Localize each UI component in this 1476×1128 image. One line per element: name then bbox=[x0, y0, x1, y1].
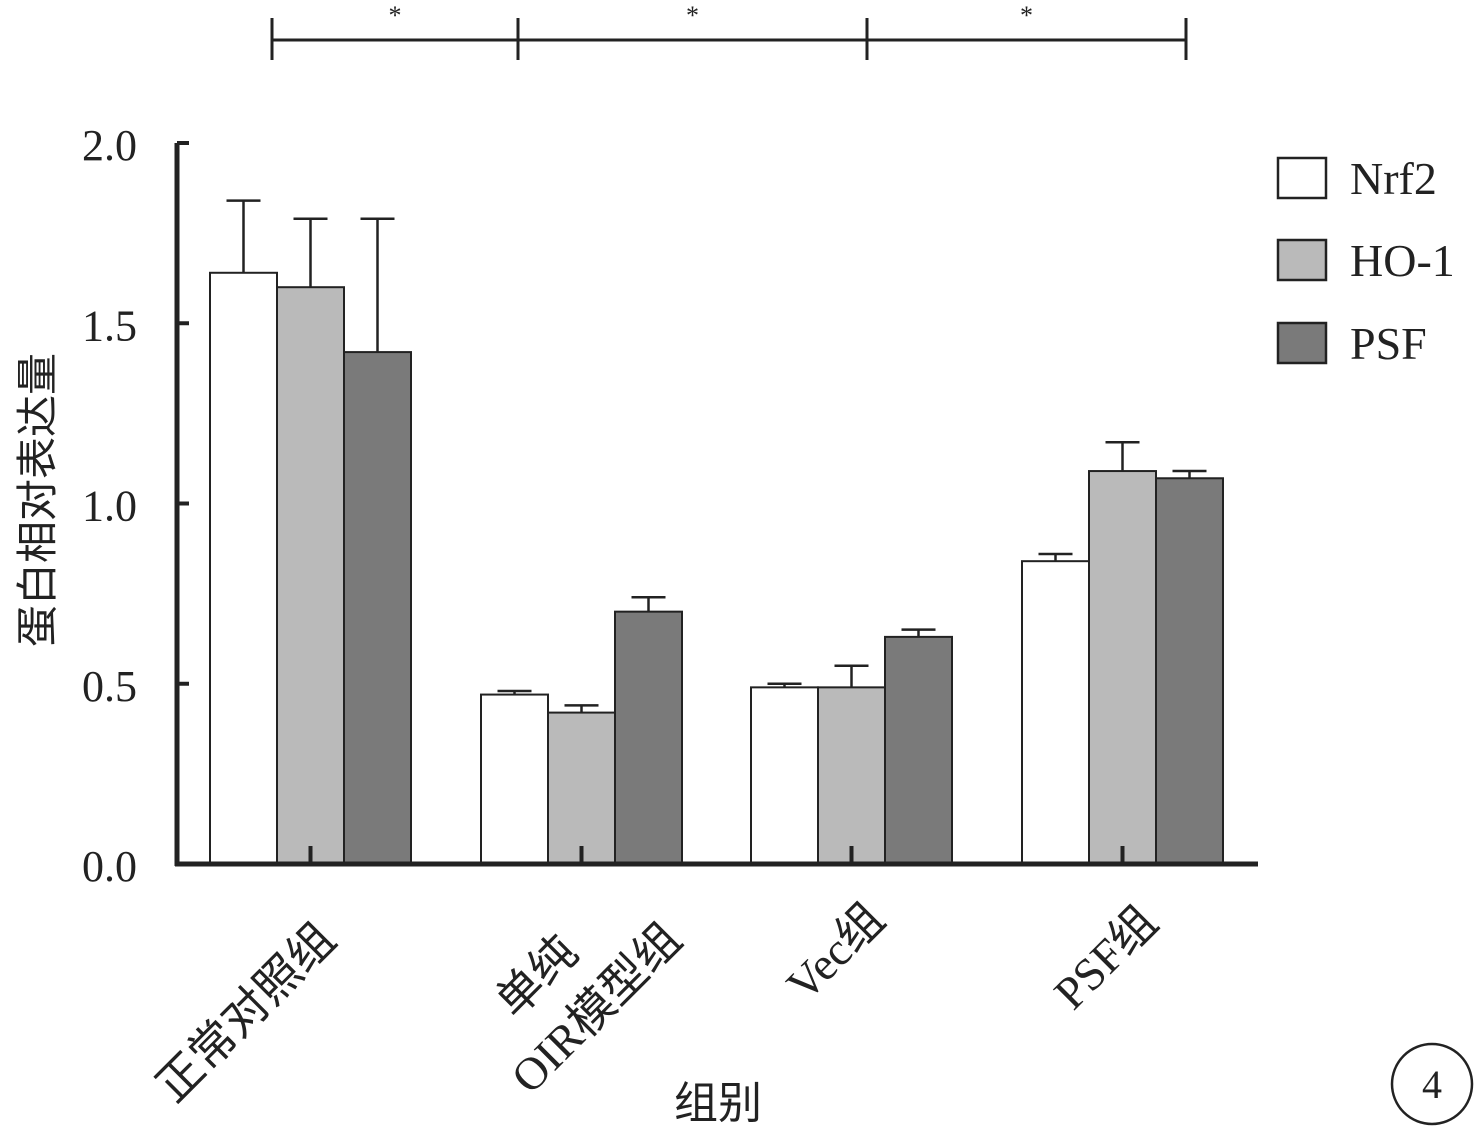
x-tick-label: Vec组 bbox=[777, 893, 894, 1010]
significance-star: * bbox=[1020, 1, 1033, 30]
legend-label: Nrf2 bbox=[1350, 153, 1437, 204]
significance-brackets: * * * bbox=[270, 1, 1188, 60]
legend: Nrf2 HO-1 PSF bbox=[1276, 153, 1455, 369]
legend-label: HO-1 bbox=[1350, 235, 1455, 286]
panel-badge: 4 bbox=[1390, 1042, 1474, 1126]
bar-nrf2-2 bbox=[480, 693, 549, 865]
bars bbox=[209, 199, 1224, 866]
significance-star: * bbox=[389, 1, 402, 30]
bar-ho1-3 bbox=[817, 686, 886, 865]
x-axis-label: 组别 bbox=[674, 1079, 762, 1128]
panel-label: 4 bbox=[1422, 1062, 1442, 1107]
x-tick-label: PSF组 bbox=[1044, 896, 1167, 1019]
y-axis-label: 蛋白相对表达量 bbox=[16, 353, 62, 647]
legend-swatch bbox=[1276, 156, 1328, 200]
bar-nrf2-4 bbox=[1021, 560, 1090, 865]
bar-ho1-2 bbox=[547, 711, 616, 866]
bar-nrf2-1 bbox=[209, 271, 278, 865]
bar-psf-2 bbox=[614, 610, 683, 866]
y-tick-label: 2.0 bbox=[82, 121, 137, 170]
panel-badge-circle bbox=[1390, 1042, 1474, 1126]
y-tick-label: 1.0 bbox=[82, 482, 137, 531]
legend-swatch bbox=[1276, 321, 1328, 365]
legend-label: PSF bbox=[1350, 318, 1427, 369]
x-tick-label: 正常对照组 bbox=[146, 913, 345, 1112]
y-tick-label: 0.5 bbox=[82, 662, 137, 711]
bar-nrf2-3 bbox=[750, 686, 819, 865]
y-tick-label: 1.5 bbox=[82, 301, 137, 350]
bar-ho1-4 bbox=[1088, 470, 1157, 865]
y-tick-label: 0.0 bbox=[82, 842, 137, 891]
bar-psf-4 bbox=[1155, 477, 1224, 865]
bar-ho1-1 bbox=[276, 286, 345, 865]
bar-psf-1 bbox=[343, 351, 412, 865]
legend-swatch bbox=[1276, 238, 1328, 282]
significance-star: * bbox=[686, 1, 699, 30]
y-ticks: 0.0 0.5 1.0 1.5 2.0 bbox=[82, 121, 189, 891]
bar-psf-3 bbox=[884, 635, 953, 866]
